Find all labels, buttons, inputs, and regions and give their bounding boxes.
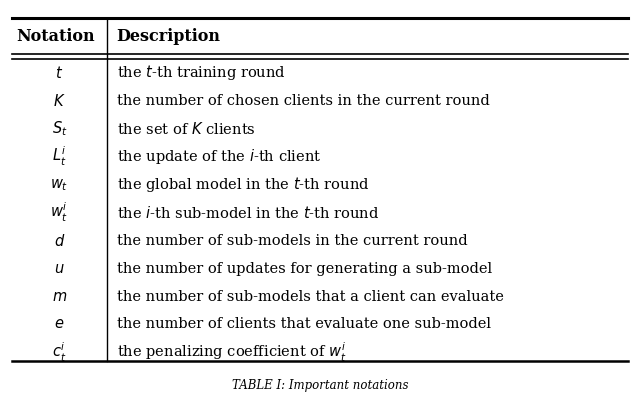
- Text: $w_t^i$: $w_t^i$: [50, 201, 68, 224]
- Text: the number of sub-models that a client can evaluate: the number of sub-models that a client c…: [116, 290, 504, 304]
- Text: $m$: $m$: [52, 290, 67, 304]
- Text: the $i$-th sub-model in the $t$-th round: the $i$-th sub-model in the $t$-th round: [116, 205, 379, 221]
- Text: Notation: Notation: [17, 28, 95, 44]
- Text: the global model in the $t$-th round: the global model in the $t$-th round: [116, 175, 369, 194]
- Text: the number of chosen clients in the current round: the number of chosen clients in the curr…: [116, 94, 490, 108]
- Text: $u$: $u$: [54, 262, 65, 275]
- Text: $t$: $t$: [55, 65, 63, 81]
- Text: $L_t^i$: $L_t^i$: [52, 145, 67, 169]
- Text: $c_t^i$: $c_t^i$: [52, 341, 67, 364]
- Text: the update of the $i$-th client: the update of the $i$-th client: [116, 147, 321, 166]
- Text: $d$: $d$: [54, 233, 65, 248]
- Text: the set of $K$ clients: the set of $K$ clients: [116, 121, 255, 137]
- Text: the number of updates for generating a sub-model: the number of updates for generating a s…: [116, 262, 492, 275]
- Text: the penalizing coefficient of $w_t^i$: the penalizing coefficient of $w_t^i$: [116, 341, 346, 364]
- Text: $S_t$: $S_t$: [52, 120, 67, 138]
- Text: TABLE I: Important notations: TABLE I: Important notations: [232, 379, 408, 392]
- Text: the $t$-th training round: the $t$-th training round: [116, 64, 285, 82]
- Text: the number of clients that evaluate one sub-model: the number of clients that evaluate one …: [116, 317, 491, 331]
- Text: Description: Description: [116, 28, 221, 44]
- Text: $e$: $e$: [54, 317, 65, 331]
- Text: $w_t$: $w_t$: [50, 177, 68, 193]
- Text: $K$: $K$: [53, 93, 66, 109]
- Text: the number of sub-models in the current round: the number of sub-models in the current …: [116, 234, 467, 248]
